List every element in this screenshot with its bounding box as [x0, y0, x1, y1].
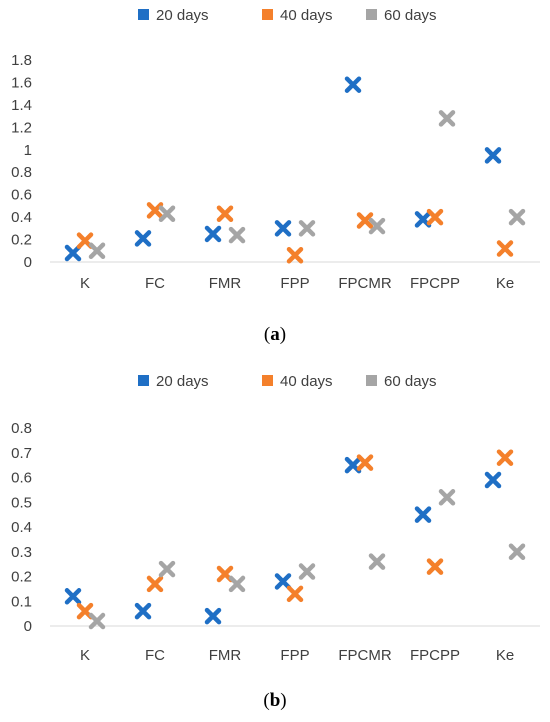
y-tick-label: 0.5: [11, 494, 32, 511]
legend-swatch: [366, 9, 377, 20]
legend-item-20-days: 20 days: [138, 373, 209, 390]
data-point-20-days-Ke: [484, 147, 502, 164]
y-tick-label: 0.6: [11, 187, 32, 204]
data-point-20-days-FC: [134, 230, 152, 247]
legend-label: 40 days: [280, 7, 333, 24]
legend-item-40-days: 40 days: [262, 373, 333, 390]
data-point-60-days-FMR: [228, 226, 246, 244]
legend-item-60-days: 60 days: [366, 373, 437, 390]
data-point-60-days-FPCPP: [438, 110, 456, 127]
data-point-40-days-FPP: [286, 585, 304, 603]
x-tick-label: FPCMR: [338, 647, 391, 664]
legend-label: 20 days: [156, 7, 209, 24]
data-point-20-days-FPP: [274, 220, 292, 237]
y-tick-label: 0.2: [11, 232, 32, 249]
legend-item-60-days: 60 days: [366, 7, 437, 24]
y-tick-label: 0: [24, 618, 32, 635]
data-point-40-days-FMR: [216, 205, 234, 222]
x-tick-label: FC: [145, 275, 165, 292]
y-tick-label: 0.1: [11, 593, 32, 610]
data-point-40-days-FPCPP: [426, 558, 444, 575]
y-tick-label: 1.6: [11, 74, 32, 91]
legend-label: 60 days: [384, 7, 437, 24]
y-tick-label: 0.8: [11, 164, 32, 181]
chart-panel-b: 20 days 40 days 60 days 0 0.1 0.2 0.3 0.4 0.5 0.6…: [11, 373, 540, 711]
x-tick-label: Ke: [496, 647, 514, 664]
data-point-40-days-FPCMR: [356, 454, 374, 471]
legend-label: 20 days: [156, 373, 209, 390]
x-tick-label: FPCPP: [410, 647, 460, 664]
legend-label: 40 days: [280, 373, 333, 390]
data-point-20-days-FC: [134, 602, 152, 620]
data-point-20-days-K: [64, 244, 82, 262]
x-tick-label: FPP: [280, 647, 309, 664]
data-point-40-days-FPP: [286, 247, 304, 264]
data-point-20-days-FMR: [204, 607, 222, 625]
legend-item-20-days: 20 days: [138, 7, 209, 24]
data-point-40-days-FPCMR: [356, 212, 374, 229]
legend-swatch: [262, 9, 273, 20]
data-point-20-days-FMR: [204, 225, 222, 243]
x-tick-label: K: [80, 275, 90, 292]
data-point-40-days-Ke: [496, 449, 514, 466]
x-tick-label: Ke: [496, 275, 514, 292]
data-point-40-days-FC: [146, 202, 164, 219]
data-point-20-days-FPCPP: [414, 506, 432, 523]
y-tick-label: 0.4: [11, 209, 32, 226]
data-point-40-days-FC: [146, 575, 164, 593]
data-point-20-days-FPP: [274, 573, 292, 590]
data-point-20-days-Ke: [484, 471, 502, 489]
x-tick-label: FPCMR: [338, 275, 391, 292]
panel-caption: (b): [263, 690, 286, 711]
data-point-60-days-FPCMR: [368, 553, 386, 570]
data-point-60-days-K: [88, 242, 106, 260]
panel-caption: (a): [264, 324, 286, 345]
data-point-40-days-FPCPP: [426, 208, 444, 226]
data-point-60-days-Ke: [508, 543, 526, 560]
data-point-20-days-K: [64, 588, 82, 605]
y-tick-label: 1: [24, 142, 32, 159]
data-point-40-days-Ke: [496, 240, 514, 257]
chart-panel-a: 20 days 40 days 60 days 0 0.2 0.4 0.6 0.8 1 1.2 1.…: [11, 7, 540, 345]
data-point-60-days-FPCMR: [368, 217, 386, 235]
y-tick-label: 0.3: [11, 544, 32, 561]
data-point-20-days-FPCMR: [344, 76, 362, 93]
data-point-60-days-FPP: [298, 563, 316, 580]
data-point-60-days-FMR: [228, 575, 246, 593]
y-tick-label: 1.4: [11, 97, 32, 114]
legend-item-40-days: 40 days: [262, 7, 333, 24]
y-tick-label: 1.8: [11, 52, 32, 69]
data-point-60-days-FC: [158, 560, 176, 578]
legend-swatch: [366, 375, 377, 386]
legend-label: 60 days: [384, 373, 437, 390]
legend-swatch: [138, 375, 149, 386]
data-point-60-days-Ke: [508, 208, 526, 226]
y-tick-label: 0.7: [11, 445, 32, 462]
data-point-60-days-FC: [158, 205, 176, 222]
data-point-60-days-FPP: [298, 220, 316, 237]
x-tick-label: FMR: [209, 275, 242, 292]
x-tick-label: FPP: [280, 275, 309, 292]
y-tick-label: 0.8: [11, 420, 32, 437]
legend-swatch: [138, 9, 149, 20]
y-tick-label: 0.2: [11, 569, 32, 586]
data-point-60-days-K: [88, 612, 106, 630]
x-tick-label: K: [80, 647, 90, 664]
x-tick-label: FMR: [209, 647, 242, 664]
x-tick-label: FPCPP: [410, 275, 460, 292]
y-tick-label: 0: [24, 254, 32, 271]
x-tick-label: FC: [145, 647, 165, 664]
y-tick-label: 0.6: [11, 470, 32, 487]
data-point-60-days-FPCPP: [438, 489, 456, 506]
y-tick-label: 1.2: [11, 119, 32, 136]
y-tick-label: 0.4: [11, 519, 32, 536]
legend-swatch: [262, 375, 273, 386]
